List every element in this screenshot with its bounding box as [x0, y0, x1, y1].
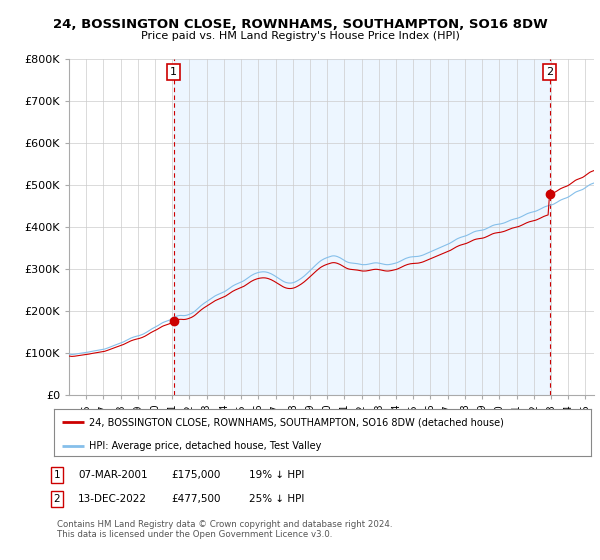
Text: £175,000: £175,000: [171, 470, 220, 480]
Text: 24, BOSSINGTON CLOSE, ROWNHAMS, SOUTHAMPTON, SO16 8DW: 24, BOSSINGTON CLOSE, ROWNHAMS, SOUTHAMP…: [53, 18, 547, 31]
Text: 2: 2: [546, 67, 553, 77]
Text: 13-DEC-2022: 13-DEC-2022: [78, 494, 147, 504]
Text: £477,500: £477,500: [171, 494, 221, 504]
Text: 07-MAR-2001: 07-MAR-2001: [78, 470, 148, 480]
Text: 24, BOSSINGTON CLOSE, ROWNHAMS, SOUTHAMPTON, SO16 8DW (detached house): 24, BOSSINGTON CLOSE, ROWNHAMS, SOUTHAMP…: [89, 417, 504, 427]
Text: Price paid vs. HM Land Registry's House Price Index (HPI): Price paid vs. HM Land Registry's House …: [140, 31, 460, 41]
Text: HPI: Average price, detached house, Test Valley: HPI: Average price, detached house, Test…: [89, 441, 321, 451]
Text: 2: 2: [53, 494, 61, 504]
Text: 25% ↓ HPI: 25% ↓ HPI: [249, 494, 304, 504]
Text: Contains HM Land Registry data © Crown copyright and database right 2024.
This d: Contains HM Land Registry data © Crown c…: [57, 520, 392, 539]
Text: 19% ↓ HPI: 19% ↓ HPI: [249, 470, 304, 480]
Text: 1: 1: [53, 470, 61, 480]
Text: 1: 1: [170, 67, 177, 77]
